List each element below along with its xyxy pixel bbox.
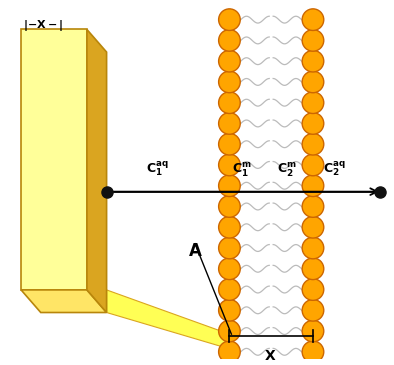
Circle shape: [302, 237, 324, 259]
Polygon shape: [21, 290, 107, 312]
Text: $\mathbf{A}$: $\mathbf{A}$: [188, 242, 203, 260]
Circle shape: [219, 320, 240, 342]
Text: $\mathbf{X}$: $\mathbf{X}$: [264, 349, 277, 363]
Circle shape: [302, 175, 324, 196]
Circle shape: [219, 196, 240, 217]
Text: $\mathbf{C_2^{m}}$: $\mathbf{C_2^{m}}$: [277, 161, 296, 179]
Polygon shape: [87, 30, 107, 312]
Circle shape: [219, 175, 240, 196]
Circle shape: [302, 9, 324, 30]
Circle shape: [302, 196, 324, 217]
Circle shape: [219, 71, 240, 93]
Circle shape: [302, 71, 324, 93]
Circle shape: [302, 92, 324, 114]
Circle shape: [219, 341, 240, 363]
Circle shape: [219, 258, 240, 280]
Circle shape: [219, 30, 240, 51]
Circle shape: [219, 113, 240, 134]
Circle shape: [219, 237, 240, 259]
Polygon shape: [107, 290, 229, 349]
Circle shape: [219, 9, 240, 30]
Circle shape: [302, 113, 324, 134]
Circle shape: [302, 30, 324, 51]
Text: $\mathbf{|{-X-}|}$: $\mathbf{|{-X-}|}$: [22, 18, 63, 33]
Circle shape: [302, 50, 324, 72]
Circle shape: [302, 279, 324, 300]
Circle shape: [219, 133, 240, 155]
Circle shape: [302, 341, 324, 363]
Text: $\mathbf{C_2^{aq}}$: $\mathbf{C_2^{aq}}$: [323, 160, 346, 179]
Circle shape: [302, 258, 324, 280]
Circle shape: [219, 154, 240, 176]
Text: $\mathbf{C_1^{m}}$: $\mathbf{C_1^{m}}$: [232, 161, 252, 179]
Circle shape: [302, 300, 324, 321]
Circle shape: [219, 279, 240, 300]
Text: $\mathbf{C_1^{aq}}$: $\mathbf{C_1^{aq}}$: [146, 160, 169, 179]
Circle shape: [302, 320, 324, 342]
Circle shape: [302, 216, 324, 238]
Circle shape: [302, 154, 324, 176]
Circle shape: [219, 50, 240, 72]
Circle shape: [302, 133, 324, 155]
Circle shape: [219, 300, 240, 321]
Polygon shape: [21, 30, 87, 290]
Circle shape: [219, 216, 240, 238]
Circle shape: [219, 92, 240, 114]
